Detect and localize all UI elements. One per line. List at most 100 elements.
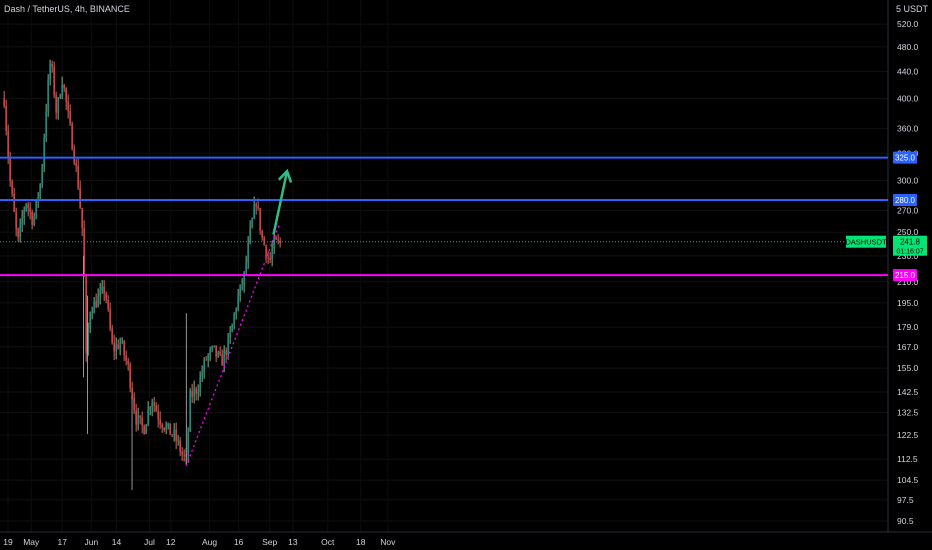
- candle-body: [129, 364, 131, 388]
- candle-body: [137, 415, 139, 425]
- projection-arrow-head: [277, 168, 293, 183]
- candle-body: [243, 271, 245, 285]
- candle-body: [13, 193, 15, 212]
- candle-body: [179, 440, 181, 452]
- candle-body: [261, 230, 263, 238]
- candle-body: [127, 360, 129, 365]
- candle-body: [3, 98, 5, 106]
- candle-body: [159, 419, 161, 425]
- candle-body: [113, 342, 115, 352]
- candle-body: [141, 417, 143, 426]
- candle-body: [107, 299, 109, 309]
- candle-body: [89, 313, 91, 329]
- x-tick-label: Sep: [262, 537, 277, 547]
- currency-code: USDT: [903, 4, 929, 14]
- candle-body: [99, 290, 101, 296]
- candle-body: [235, 309, 237, 315]
- candle-body: [219, 352, 221, 355]
- candle-body: [103, 286, 105, 294]
- candle-body: [53, 66, 55, 96]
- candle-body: [65, 88, 67, 102]
- candle-body: [119, 342, 121, 349]
- candle-body: [45, 111, 47, 139]
- candle-body: [43, 138, 45, 167]
- candle-body: [51, 63, 53, 67]
- candle-body: [223, 350, 225, 366]
- candle-body: [201, 372, 203, 378]
- candle-body: [41, 166, 43, 185]
- y-tick-label: 270.0: [897, 205, 919, 215]
- y-tick-label: 520.0: [897, 19, 919, 29]
- candle-body: [15, 211, 17, 229]
- candle-body: [245, 262, 247, 272]
- candle-body: [143, 425, 145, 434]
- candle-body: [63, 84, 65, 89]
- candle-body: [241, 284, 243, 286]
- candle-body: [69, 110, 71, 124]
- y-tick-label: 195.0: [897, 298, 919, 308]
- candle-body: [255, 204, 257, 207]
- y-tick-label: 97.5: [897, 495, 914, 505]
- candle-body: [183, 454, 185, 456]
- candle-body: [131, 387, 133, 398]
- candle-body: [7, 130, 9, 158]
- candle-body: [273, 237, 275, 249]
- level-price-tag: [893, 269, 917, 282]
- x-tick-label: 14: [112, 537, 122, 547]
- candle-body: [165, 426, 167, 430]
- candle-body: [171, 434, 173, 436]
- projection-arrow[interactable]: [272, 170, 289, 235]
- level-price-label: 280.0: [895, 196, 916, 205]
- candle-body: [35, 199, 37, 217]
- candle-body: [133, 397, 135, 411]
- candle-body: [135, 410, 137, 425]
- candle-body: [239, 284, 241, 296]
- candle-body: [257, 206, 259, 209]
- candle-body: [123, 341, 125, 356]
- candle-body: [31, 211, 33, 225]
- candle-body: [193, 388, 195, 397]
- candle-body: [37, 197, 39, 200]
- candle-body: [81, 207, 83, 229]
- y-tick-label: 122.5: [897, 430, 919, 440]
- candle-body: [205, 359, 207, 361]
- candle-body: [79, 188, 81, 208]
- candle-body: [189, 391, 191, 432]
- current-price-value: 241.8: [900, 238, 921, 247]
- candle-body: [5, 105, 7, 131]
- symbol-title: Dash / TetherUS, 4h, BINANCE: [4, 4, 130, 14]
- candle-body: [125, 355, 127, 361]
- candle-body: [181, 451, 183, 455]
- current-price-tag: [893, 235, 927, 256]
- candle-body: [147, 409, 149, 425]
- candle-body: [29, 208, 31, 212]
- candle-body: [163, 427, 165, 430]
- currency-prefix: 5: [895, 4, 901, 14]
- candle-body: [251, 218, 253, 228]
- candle-body: [269, 257, 271, 260]
- candle-body: [59, 97, 61, 98]
- candle-body: [217, 352, 219, 357]
- y-tick-label: 155.0: [897, 363, 919, 373]
- candle-body: [85, 276, 87, 354]
- candle-body: [249, 227, 251, 243]
- candle-body: [77, 166, 79, 189]
- candle-body: [47, 79, 49, 112]
- candle-body: [55, 95, 57, 113]
- candle-body: [237, 295, 239, 310]
- candle-body: [175, 429, 177, 441]
- support-trendline[interactable]: [185, 224, 280, 466]
- x-tick-label: Aug: [202, 537, 217, 547]
- y-tick-label: 440.0: [897, 67, 919, 77]
- candle-body: [275, 237, 277, 240]
- candle-body: [109, 308, 111, 329]
- x-tick-label: Jul: [144, 537, 155, 547]
- candle-body: [253, 204, 255, 219]
- candle-body: [33, 216, 35, 225]
- candle-body: [93, 301, 95, 314]
- candle-body: [111, 328, 113, 343]
- x-tick-label: Nov: [380, 537, 396, 547]
- candle-body: [121, 341, 123, 343]
- y-tick-label: 210.0: [897, 277, 919, 287]
